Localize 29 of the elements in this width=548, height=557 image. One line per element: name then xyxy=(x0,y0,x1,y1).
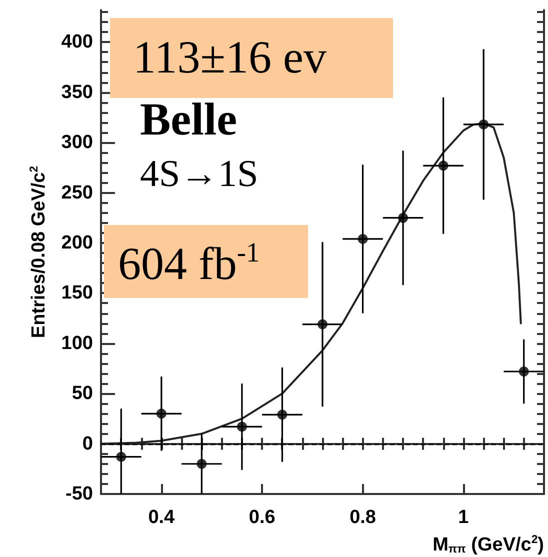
y-tick-label: 250 xyxy=(61,182,93,204)
point xyxy=(236,422,247,432)
annotation: Belle xyxy=(140,94,238,144)
point xyxy=(398,212,408,223)
x-tick-label: 0.6 xyxy=(248,507,276,528)
y-tick-label: 50 xyxy=(72,383,93,404)
x-tick-label: 0.4 xyxy=(148,507,176,528)
y-tick-label: 150 xyxy=(61,282,93,304)
point xyxy=(478,119,489,130)
y-tick-label: 0 xyxy=(82,433,93,454)
y-tick-label: 350 xyxy=(61,82,93,103)
point xyxy=(518,366,529,376)
x-tick-label: 0.8 xyxy=(350,507,376,528)
y-tick-label: -50 xyxy=(66,484,93,504)
y-tick-label: 200 xyxy=(61,232,93,254)
point xyxy=(358,234,368,244)
annotation: 113±16 ev xyxy=(133,32,326,82)
y-tick-label: 300 xyxy=(61,132,93,154)
annotation: 4S→1S xyxy=(140,153,258,195)
point xyxy=(438,160,448,171)
point xyxy=(116,452,126,462)
y-tick-label: 100 xyxy=(61,332,93,354)
point xyxy=(196,458,207,469)
point xyxy=(156,408,166,419)
point xyxy=(318,319,328,330)
y-axis-title: Entries/0.08 GeV/c2 xyxy=(28,166,50,338)
x-tick-label: 1 xyxy=(458,507,470,528)
y-tick-label: 400 xyxy=(61,32,93,53)
point xyxy=(277,410,288,420)
